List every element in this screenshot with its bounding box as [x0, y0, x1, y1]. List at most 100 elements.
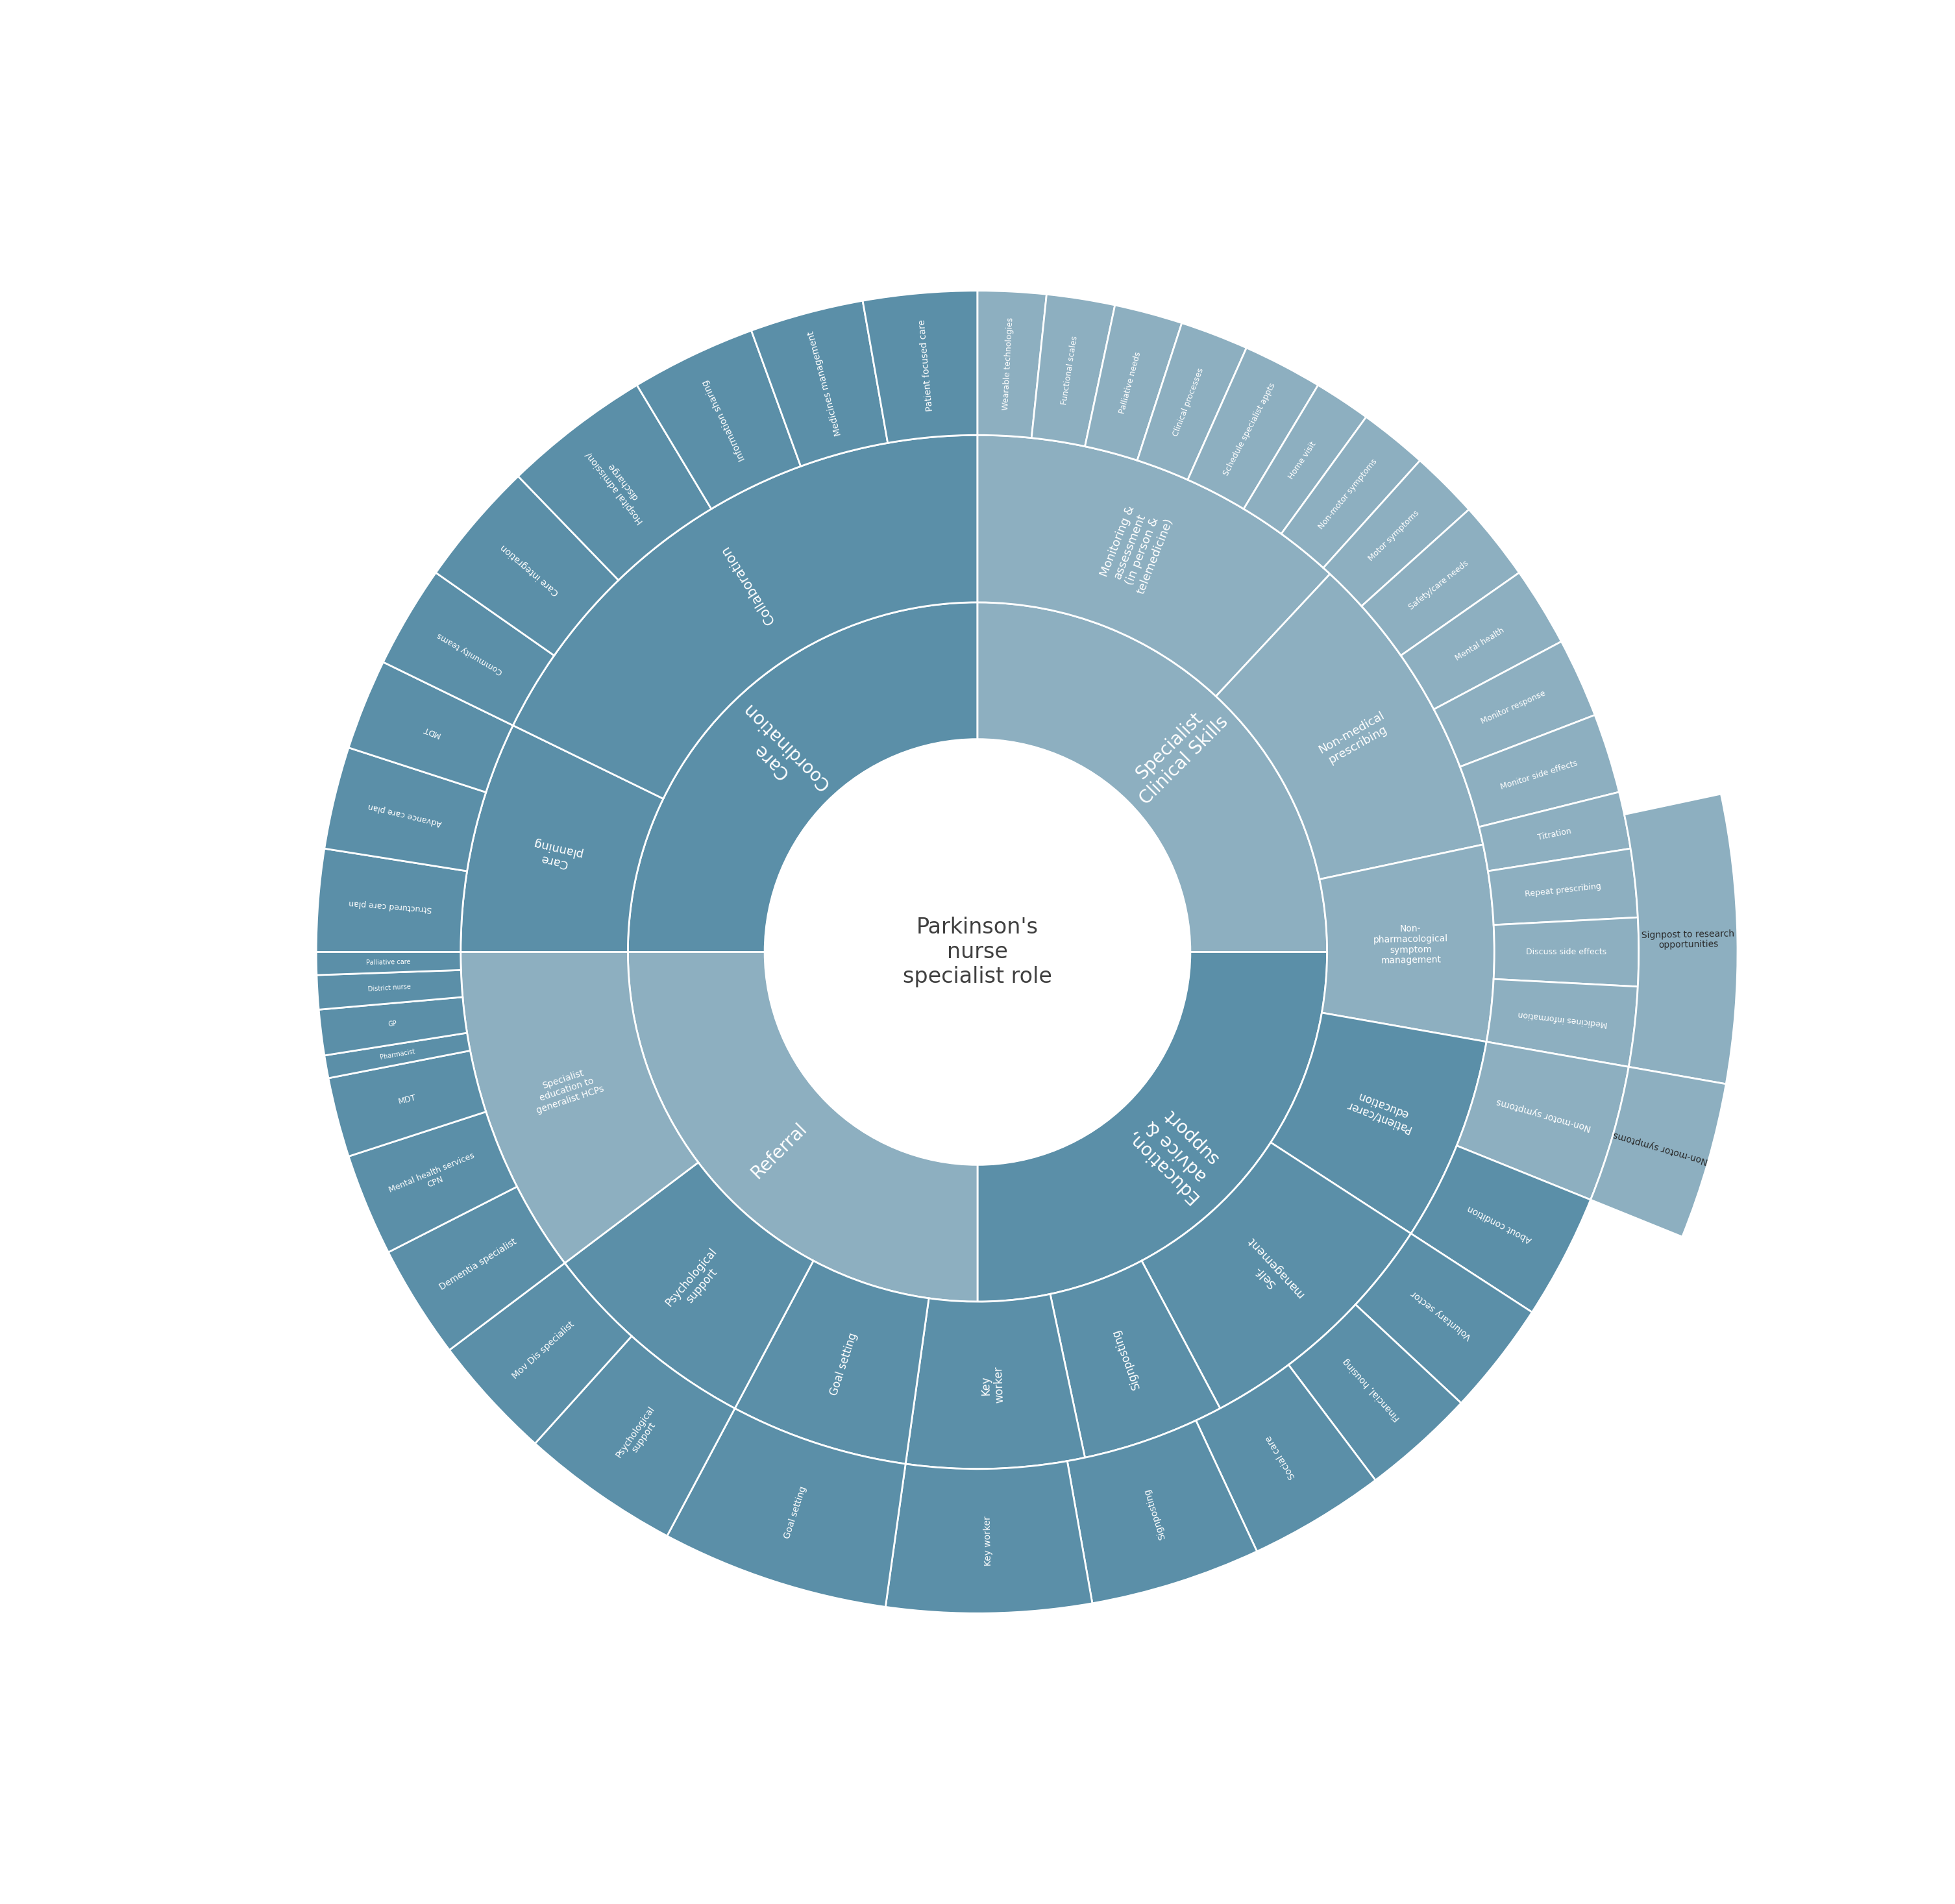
Wedge shape	[667, 1409, 905, 1607]
Text: Care integration: Care integration	[499, 543, 561, 596]
Text: Wearable technologies: Wearable technologies	[1001, 318, 1015, 409]
Text: Information sharing: Information sharing	[700, 379, 747, 463]
Wedge shape	[1324, 461, 1468, 605]
Text: Repeat prescribing: Repeat prescribing	[1525, 882, 1601, 899]
Wedge shape	[1402, 573, 1562, 710]
Wedge shape	[1456, 1041, 1629, 1200]
Wedge shape	[436, 476, 618, 655]
Wedge shape	[1488, 849, 1638, 925]
Wedge shape	[1494, 918, 1638, 986]
Wedge shape	[628, 602, 978, 952]
Wedge shape	[1288, 1304, 1460, 1479]
Text: MDT: MDT	[397, 1093, 416, 1106]
Text: Safety/care needs: Safety/care needs	[1408, 560, 1470, 611]
Text: Advance care plan: Advance care plan	[368, 802, 442, 828]
Wedge shape	[1355, 1234, 1533, 1403]
Text: Specialist
education to
generalist HCPs: Specialist education to generalist HCPs	[528, 1064, 604, 1116]
Wedge shape	[450, 1262, 631, 1443]
Text: Self-
management: Self- management	[1234, 1234, 1306, 1308]
Wedge shape	[735, 1260, 929, 1464]
Text: Community teams: Community teams	[436, 630, 504, 676]
Text: Non-
pharmacological
symptom
management: Non- pharmacological symptom management	[1372, 923, 1449, 965]
Wedge shape	[1361, 510, 1519, 655]
Wedge shape	[325, 1032, 469, 1078]
Wedge shape	[317, 952, 461, 975]
Wedge shape	[1460, 716, 1619, 826]
Text: Discuss side effects: Discuss side effects	[1527, 948, 1607, 956]
Circle shape	[764, 739, 1191, 1165]
Text: Hospital admission/
discharge: Hospital admission/ discharge	[585, 444, 653, 526]
Wedge shape	[1032, 295, 1114, 446]
Wedge shape	[1243, 385, 1367, 533]
Wedge shape	[1067, 1420, 1257, 1603]
Wedge shape	[1480, 792, 1630, 872]
Wedge shape	[1085, 305, 1183, 461]
Wedge shape	[978, 436, 1329, 697]
Text: Non-motor symptoms: Non-motor symptoms	[1613, 1131, 1709, 1165]
Text: Medicines management: Medicines management	[807, 329, 843, 436]
Text: Collaboration: Collaboration	[719, 543, 778, 626]
Text: Monitor response: Monitor response	[1480, 689, 1546, 725]
Wedge shape	[1189, 348, 1318, 508]
Text: Functional scales: Functional scales	[1060, 335, 1079, 406]
Text: Motor symptoms: Motor symptoms	[1367, 508, 1421, 562]
Text: Palliative needs: Palliative needs	[1118, 350, 1142, 415]
Text: Care
planning: Care planning	[528, 836, 583, 872]
Wedge shape	[1216, 573, 1484, 880]
Wedge shape	[1050, 1260, 1220, 1458]
Wedge shape	[1320, 845, 1494, 1041]
Wedge shape	[565, 1163, 813, 1409]
Wedge shape	[637, 331, 802, 508]
Wedge shape	[1196, 1365, 1376, 1552]
Wedge shape	[348, 1112, 516, 1253]
Text: About condition: About condition	[1466, 1203, 1533, 1245]
Wedge shape	[317, 969, 463, 1009]
Wedge shape	[1591, 1066, 1726, 1238]
Wedge shape	[978, 952, 1327, 1302]
Text: Goal setting: Goal setting	[782, 1485, 807, 1540]
Text: Medicines information: Medicines information	[1517, 1009, 1607, 1028]
Text: District nurse: District nurse	[368, 982, 411, 992]
Text: Signposting: Signposting	[1108, 1327, 1142, 1392]
Text: Monitor side effects: Monitor side effects	[1499, 758, 1580, 790]
Wedge shape	[1281, 417, 1419, 567]
Text: Clinical processes: Clinical processes	[1171, 367, 1206, 438]
Text: Palliative care: Palliative care	[366, 958, 411, 965]
Wedge shape	[978, 602, 1327, 952]
Wedge shape	[461, 725, 663, 952]
Text: Non-medical
prescribing: Non-medical prescribing	[1316, 710, 1392, 767]
Text: Pharmacist: Pharmacist	[379, 1047, 416, 1061]
Text: GP: GP	[389, 1021, 397, 1028]
Text: Education,
advice &
support: Education, advice & support	[1122, 1097, 1232, 1205]
Wedge shape	[1142, 1142, 1412, 1409]
Text: Dementia specialist: Dementia specialist	[438, 1238, 518, 1291]
Wedge shape	[886, 1460, 1093, 1613]
Wedge shape	[862, 291, 978, 444]
Text: Goal setting: Goal setting	[829, 1331, 860, 1398]
Text: Mental health: Mental health	[1455, 626, 1505, 663]
Text: Key worker: Key worker	[983, 1516, 993, 1567]
Text: Psychological
support: Psychological support	[614, 1403, 665, 1464]
Text: Care
Coordination: Care Coordination	[723, 699, 833, 807]
Wedge shape	[1138, 324, 1247, 480]
Text: Voluntary sector: Voluntary sector	[1410, 1289, 1474, 1340]
Text: Specialist
Clinical Skills: Specialist Clinical Skills	[1120, 699, 1232, 809]
Text: Signposting: Signposting	[1142, 1487, 1167, 1540]
Text: Monitoring &
assessment
(in person &
telemedicine): Monitoring & assessment (in person & tel…	[1097, 503, 1175, 596]
Text: Key
worker: Key worker	[979, 1367, 1007, 1403]
Wedge shape	[978, 291, 1046, 438]
Text: Parkinson's
nurse
specialist role: Parkinson's nurse specialist role	[903, 916, 1052, 988]
Text: Mental health services
CPN: Mental health services CPN	[387, 1152, 479, 1203]
Text: Financial, housing: Financial, housing	[1341, 1358, 1402, 1422]
Wedge shape	[1271, 1013, 1486, 1234]
Wedge shape	[1412, 1146, 1591, 1312]
Text: Psychological
support: Psychological support	[663, 1245, 729, 1318]
Text: Home visit: Home visit	[1286, 440, 1318, 482]
Wedge shape	[628, 952, 978, 1302]
Text: Referral: Referral	[747, 1120, 809, 1182]
Wedge shape	[751, 301, 888, 466]
Wedge shape	[319, 998, 467, 1055]
Text: Schedule specialist appts: Schedule specialist appts	[1222, 381, 1277, 478]
Text: Non-motor symptoms: Non-motor symptoms	[1318, 457, 1378, 531]
Text: Signpost to research
opportunities: Signpost to research opportunities	[1642, 929, 1734, 950]
